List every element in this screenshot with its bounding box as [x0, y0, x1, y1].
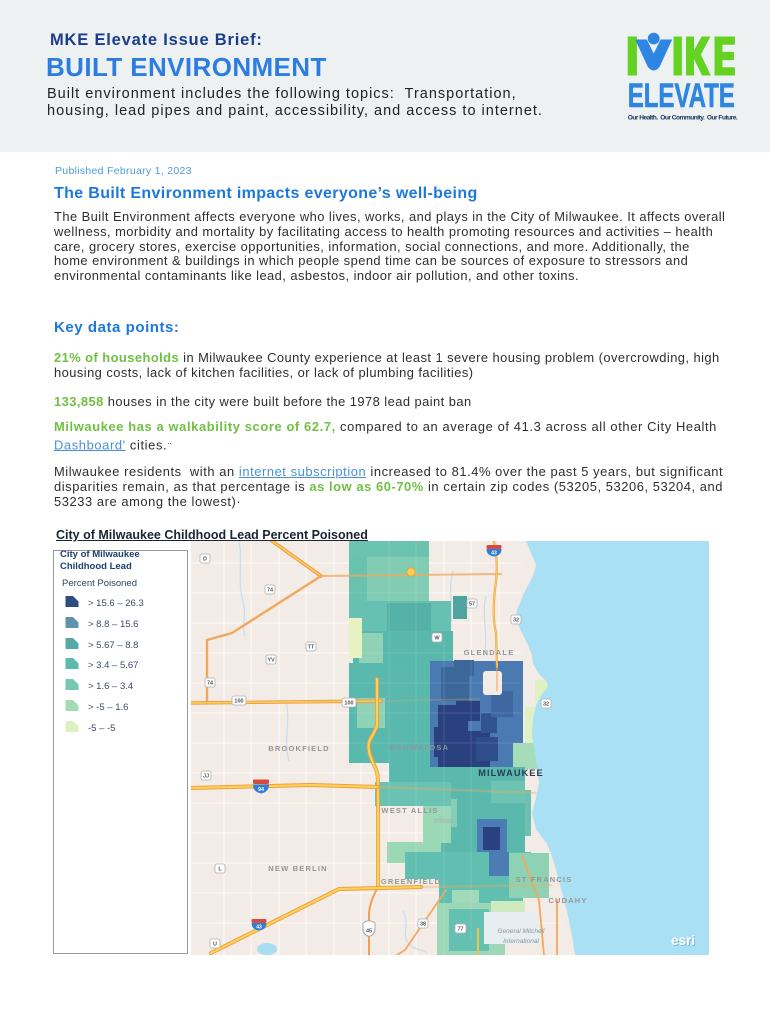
- svg-text:International: International: [503, 938, 539, 945]
- svg-text:Milwau: Milwau: [434, 818, 456, 825]
- svg-text:74: 74: [207, 681, 214, 687]
- svg-text:32: 32: [513, 618, 519, 624]
- svg-text:77: 77: [457, 927, 463, 933]
- svg-text:MILWAUKEE: MILWAUKEE: [478, 768, 544, 778]
- svg-text:ST FRANCIS: ST FRANCIS: [516, 875, 573, 884]
- svg-text:GLENDALE: GLENDALE: [464, 648, 515, 657]
- svg-text:L: L: [218, 867, 222, 873]
- svg-text:Our Health. Our Community. O: Our Health. Our Community. Our Future.: [628, 115, 738, 122]
- svg-text:CUDAHY: CUDAHY: [548, 896, 587, 905]
- svg-text:38: 38: [420, 922, 426, 928]
- svg-text:100: 100: [234, 699, 243, 705]
- svg-text:32: 32: [543, 702, 549, 708]
- svg-text:74: 74: [267, 588, 274, 594]
- svg-text:43: 43: [491, 551, 497, 557]
- svg-text:GREENFIELD: GREENFIELD: [381, 877, 441, 886]
- svg-text:General Mitchell: General Mitchell: [498, 928, 546, 935]
- svg-text:43: 43: [256, 925, 262, 931]
- svg-text:WAUWATOSA: WAUWATOSA: [389, 743, 450, 752]
- svg-text:D: D: [203, 557, 207, 563]
- svg-text:BROOKFIELD: BROOKFIELD: [268, 744, 330, 753]
- svg-text:YV: YV: [267, 658, 275, 664]
- svg-text:esri: esri: [672, 934, 696, 949]
- svg-text:100: 100: [344, 701, 353, 707]
- svg-text:JJ: JJ: [203, 774, 209, 780]
- svg-text:57: 57: [469, 602, 475, 608]
- svg-text:esri: esri: [671, 933, 695, 948]
- svg-text:TT: TT: [308, 645, 315, 651]
- svg-text:94: 94: [258, 787, 265, 793]
- svg-text:45: 45: [366, 929, 372, 935]
- svg-text:ELEVATE: ELEVATE: [628, 77, 735, 115]
- svg-text:NEW BERLIN: NEW BERLIN: [268, 864, 328, 873]
- svg-text:U: U: [213, 942, 217, 948]
- svg-text:W: W: [434, 636, 440, 642]
- svg-text:WEST ALLIS: WEST ALLIS: [381, 806, 438, 815]
